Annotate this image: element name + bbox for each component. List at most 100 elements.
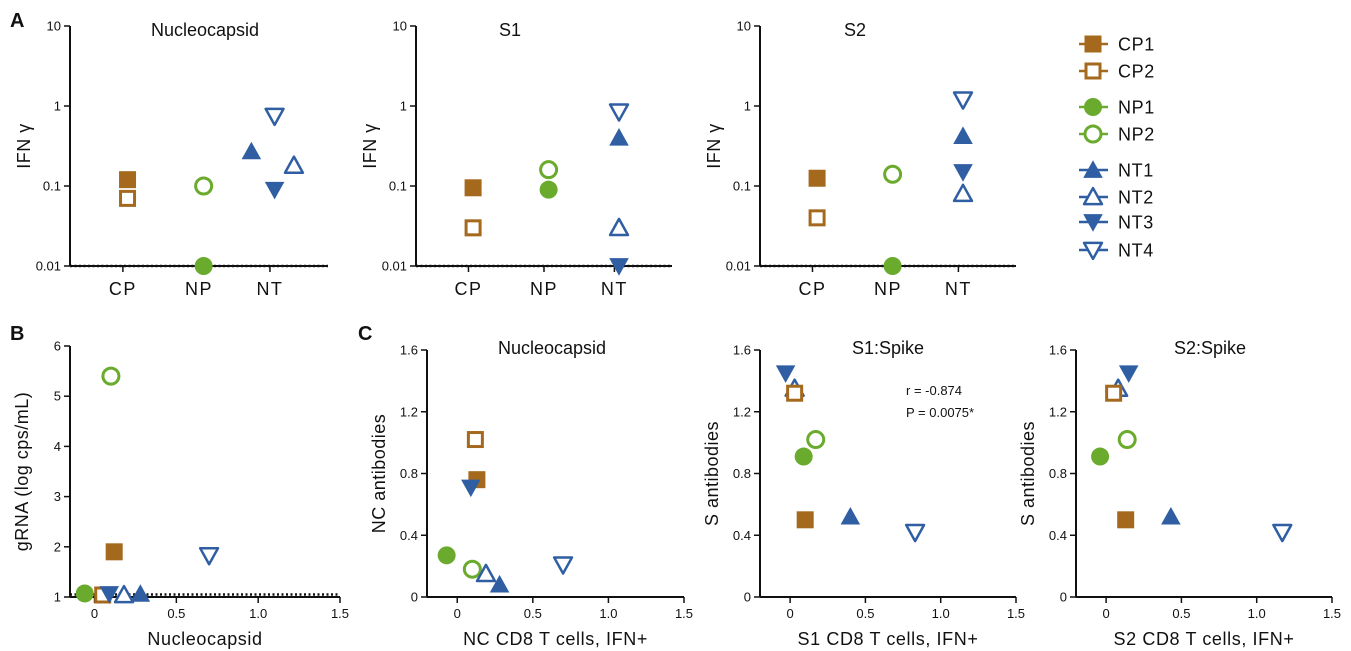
y-tick-label: 1: [54, 590, 61, 605]
x-tick-label: 1.5: [331, 606, 349, 621]
x-tick-label: 1.0: [249, 606, 267, 621]
x-category-label: NP: [530, 279, 558, 299]
legend: CP1 CP2 NP1 NP2 NT1 NT2 NT3 NT4: [1079, 35, 1155, 261]
point-nt3: [775, 365, 796, 383]
point-np2: [806, 430, 826, 450]
legend-label: NT4: [1118, 241, 1154, 261]
chart-panel-6: 0 0.4 0.8 1.2 1.6 0 0.5 1.0 1.5 S1:Spike S antibod…: [702, 338, 1025, 649]
point-nt2: [952, 183, 974, 203]
point-np1: [539, 180, 558, 199]
legend-item-cp2: CP2: [1079, 62, 1155, 82]
point-np1: [1091, 447, 1110, 466]
legend-marker: [1082, 241, 1104, 261]
point-nt1: [241, 141, 262, 160]
legend-label: NT2: [1118, 188, 1154, 208]
legend-marker: [1084, 35, 1102, 53]
point-cp1: [808, 169, 826, 187]
y-tick-label: 10: [393, 19, 407, 34]
point-nt2: [608, 217, 630, 237]
y-tick-label: 5: [54, 389, 61, 404]
x-tick-label: 1.5: [1323, 606, 1341, 621]
point-cp2: [786, 384, 804, 402]
point-nt4: [198, 546, 220, 566]
y-tick-label: 0.01: [726, 259, 751, 274]
x-tick-label: 1.0: [1248, 606, 1266, 621]
point-nt3: [1118, 365, 1139, 383]
chart-title: Nucleocapsid: [498, 338, 606, 358]
y-tick-label: 0.1: [43, 179, 61, 194]
point-np1: [794, 447, 813, 466]
point-nt4: [264, 107, 285, 127]
point-np1: [75, 584, 94, 603]
y-tick-label: 0.8: [1049, 466, 1067, 481]
point-nt4: [552, 556, 574, 575]
point-nt3: [264, 181, 285, 200]
panel-letter-b: B: [10, 323, 24, 345]
x-tick-label: 0.5: [524, 606, 542, 621]
x-axis-label: S1 CD8 T cells, IFN+: [798, 629, 979, 649]
y-tick-label: 0.1: [389, 179, 407, 194]
y-tick-label: 1.2: [400, 404, 418, 419]
chart-panel-5: 0 0.4 0.8 1.2 1.6 0 0.5 1.0 1.5 Nucleocapsid NC an…: [369, 338, 693, 649]
point-cp2: [119, 189, 137, 207]
y-tick-label: 0.1: [733, 179, 751, 194]
point-cp1: [119, 171, 137, 189]
chart-title: S1:Spike: [852, 338, 924, 358]
x-tick-label: 0.5: [1172, 606, 1190, 621]
legend-label: CP1: [1118, 35, 1155, 55]
x-category-label: NT: [256, 279, 283, 299]
legend-marker: [1084, 98, 1102, 116]
legend-marker: [1083, 214, 1103, 232]
point-nt1: [609, 128, 629, 146]
legend-marker: [1082, 186, 1104, 206]
point-np2: [194, 176, 214, 196]
x-tick-label: 0.5: [856, 606, 874, 621]
legend-marker: [1083, 160, 1103, 178]
point-nt4: [608, 103, 630, 122]
legend-marker: [1084, 62, 1102, 80]
point-nt4: [904, 523, 926, 543]
point-np2: [883, 164, 903, 184]
y-tick-label: 0.4: [733, 528, 751, 543]
legend-label: CP2: [1118, 62, 1155, 82]
stat-annotation: r = -0.874: [906, 383, 962, 398]
point-nt3: [609, 258, 629, 276]
y-axis-label: S antibodies: [702, 421, 722, 526]
legend-item-nt1: NT1: [1079, 160, 1153, 181]
y-axis-label: IFN γ: [360, 123, 380, 169]
point-cp1: [105, 543, 123, 561]
y-tick-label: 10: [47, 19, 61, 34]
x-tick-label: 1.5: [1007, 606, 1025, 621]
y-tick-label: 0.4: [400, 528, 418, 543]
x-axis-label: S2 CD8 T cells, IFN+: [1114, 629, 1295, 649]
point-cp2: [1105, 384, 1123, 402]
x-axis-label: Nucleocapsid: [147, 629, 262, 649]
chart-panel-4: 1 2 3 4 5 6 0 0.5 1.0 1.5 gRNA (log cps/mL) Nucleoc…: [12, 339, 349, 650]
legend-marker: [1083, 124, 1103, 144]
y-axis-label: gRNA (log cps/mL): [12, 392, 32, 552]
y-axis-label: IFN γ: [704, 123, 724, 169]
y-tick-label: 1.6: [733, 343, 751, 358]
y-tick-label: 1: [400, 99, 407, 114]
chart-title: S2: [844, 20, 866, 40]
y-tick-label: 0.8: [733, 466, 751, 481]
x-tick-label: 0: [787, 606, 794, 621]
y-tick-label: 0.01: [382, 259, 407, 274]
point-np1: [194, 257, 213, 275]
chart-panel-2: 0.01 0.1 1 10 CP NP NT S1 IFN γ: [360, 19, 672, 299]
point-np1: [883, 257, 902, 275]
x-tick-label: 0.5: [167, 606, 185, 621]
panel-letter-a: A: [10, 10, 24, 32]
point-nt2: [283, 155, 305, 174]
y-tick-label: 1.2: [733, 404, 751, 419]
x-category-label: NP: [185, 279, 213, 299]
point-nt1: [489, 574, 510, 593]
point-nt1: [1161, 506, 1181, 525]
y-axis-label: IFN γ: [14, 123, 34, 169]
panel-letter-c: C: [358, 323, 372, 345]
point-cp2: [808, 209, 826, 227]
legend-item-nt3: NT3: [1079, 213, 1153, 233]
chart-panel-7: 0 0.4 0.8 1.2 1.6 0 0.5 1.0 1.5 S2:Spike S antibod…: [1018, 338, 1341, 649]
chart-title: S2:Spike: [1174, 338, 1246, 358]
